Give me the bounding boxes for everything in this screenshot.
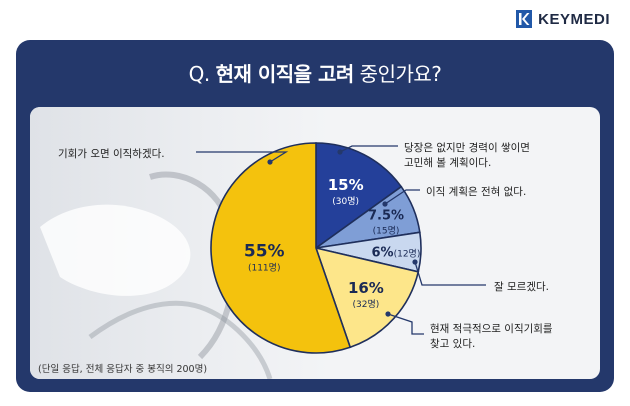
brand-name: KEYMEDI [538,10,610,28]
slice-label-1: 7.5% (15명) [368,208,404,236]
slice-pct-0: 15% [328,176,364,194]
callout-line-4 [196,151,289,163]
pie-slice-0 [315,142,403,250]
svg-text:6%(12명): 6%(12명) [372,245,421,260]
callout-line-text: 기회가 오면 이직하겠다. [58,148,165,160]
slice-pct-3: 16% [348,279,384,297]
slice-count-3: (32명) [353,299,380,310]
callout-line-text: 고민해 볼 계획이다. [404,157,492,169]
callout-line-text: 찾고 있다. [430,338,476,350]
question-rest: 중인가요? [359,62,442,86]
callout-line-1 [384,189,420,205]
callout-line-text: 잘 모르겠다. [494,281,549,293]
callout-text-1: 이직 계획은 전혀 없다. [426,185,526,200]
brand-logo: KEYMEDI [516,10,610,28]
callout-dot-3 [385,311,391,317]
slice-count-2: (12명) [394,248,421,259]
callout-text-4: 기회가 오면 이직하겠다. [58,147,165,162]
pie-slice-3 [314,246,420,349]
callout-dot-2 [412,259,418,265]
slice-pct-4: 55% [244,242,285,262]
page-title: Q. 현재 이직을 고려 중인가요? [0,58,630,87]
slice-pct-2: 6% [372,245,394,260]
slice-count-1: (15명) [373,225,400,236]
callout-dot-4 [267,159,273,165]
callout-dot-1 [382,201,388,207]
question-prefix: Q. [188,62,211,86]
question-bold: 현재 이직을 고려 [215,62,355,86]
slice-count-0: (30명) [332,196,359,207]
footnote: (단일 응답, 전체 응답자 중 봉직의 200명) [38,364,208,375]
callout-line-0 [339,145,398,153]
callout-line-2 [414,261,486,286]
callout-line-text: 이직 계획은 전혀 없다. [426,186,527,198]
callout-line-text: 현재 적극적으로 이직기회를 [430,323,553,335]
callout-dot-0 [337,149,343,155]
slice-label-2: 6%(12명) [372,245,421,260]
callout-line-3 [387,313,424,335]
slice-count-4: (111명) [248,263,280,274]
keymedi-logo-icon [516,10,533,28]
slice-label-3: 16% (32명) [348,279,384,310]
slice-pct-1: 7.5% [368,208,404,223]
slice-label-4: 55%(111명) [244,242,285,274]
callout-line-text: 당장은 없지만 경력이 쌓이면 [404,142,530,154]
slice-label-0: 15% (30명) [328,176,364,207]
callout-text-2: 잘 모르겠다. [494,280,549,295]
pie-slice-4 [210,142,352,354]
